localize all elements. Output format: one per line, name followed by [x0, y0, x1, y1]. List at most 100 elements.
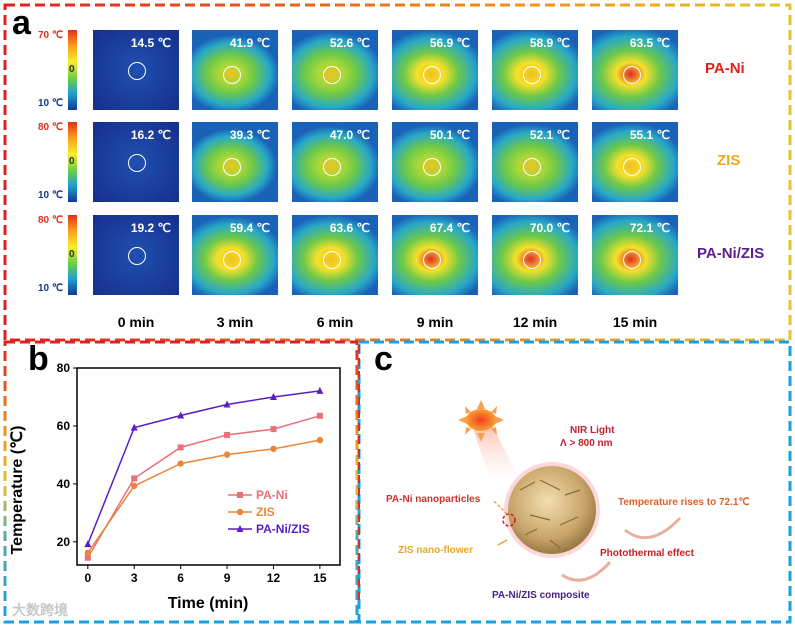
temperature-readout: 63.5 ℃ [629, 36, 670, 50]
thermal-image: 47.0 ℃ [292, 122, 378, 202]
data-point [237, 492, 243, 498]
x-tick-label: 12 [267, 571, 281, 585]
thermal-image: 19.2 ℃ [93, 215, 179, 295]
legend-label: PA-Ni/ZIS [256, 522, 310, 536]
nanoparticle-highlight [502, 513, 516, 527]
thermal-image: 55.1 ℃ [592, 122, 678, 202]
data-point [130, 423, 138, 431]
legend-label: PA-Ni [256, 488, 288, 502]
data-point [177, 460, 184, 467]
time-label: 15 min [612, 314, 658, 330]
data-point [177, 444, 184, 451]
temperature-readout: 52.1 ℃ [529, 128, 570, 142]
temperature-readout: 16.2 ℃ [130, 128, 171, 142]
thermal-image: 58.9 ℃ [492, 30, 578, 110]
thermal-image: 70.0 ℃ [492, 215, 578, 295]
thermal-image: 67.4 ℃ [392, 215, 478, 295]
measurement-point-marker [128, 62, 146, 80]
measurement-point-marker [622, 251, 641, 269]
measurement-point-marker [622, 66, 641, 84]
sun-icon [458, 400, 504, 442]
y-tick-label: 80 [57, 361, 71, 375]
thermal-image: 52.1 ℃ [492, 122, 578, 202]
color-scale-bar [68, 215, 77, 295]
measurement-point-marker [322, 251, 341, 269]
data-point [236, 525, 244, 532]
row-label: PA-Ni/ZIS [697, 245, 765, 262]
data-point [223, 400, 231, 408]
thermal-image: 59.4 ℃ [192, 215, 278, 295]
temperature-readout: 63.6 ℃ [329, 221, 370, 235]
panel-c-label: c [374, 340, 393, 378]
temperature-readout: 59.4 ℃ [229, 221, 270, 235]
arrow-icon [624, 516, 682, 540]
time-label: 9 min [416, 314, 454, 330]
measurement-point-marker [222, 251, 241, 269]
measurement-point-marker [322, 158, 341, 176]
temperature-chart: Temperature (℃) Time (min) 0 3 6 9 12 15 20 40 6… [9, 361, 341, 612]
time-label: 3 min [216, 314, 254, 330]
data-point [316, 386, 324, 394]
temperature-readout: 47.0 ℃ [329, 128, 370, 142]
x-tick-label: 9 [224, 571, 231, 585]
color-scale-scale-mid: 0 [69, 64, 75, 75]
photothermal-diagram: NIR Light Λ > 800 nm PA-Ni nanoparticles… [386, 400, 750, 601]
light-beam [472, 425, 520, 480]
measurement-point-marker [422, 251, 441, 269]
temperature-readout: 14.5 ℃ [130, 36, 171, 50]
color-scale-scale-min: 10 ℃ [38, 283, 64, 294]
data-point [84, 549, 92, 557]
legend-label: ZIS [256, 505, 275, 519]
composite-label: PA-Ni/ZIS composite [492, 590, 590, 601]
time-label: 0 min [117, 314, 155, 330]
data-point [316, 436, 324, 444]
panel-a-label: a [12, 4, 31, 42]
thermal-image: 39.3 ℃ [192, 122, 278, 202]
measurement-point-marker [222, 66, 241, 84]
temperature-readout: 50.1 ℃ [429, 128, 470, 142]
data-point [131, 482, 138, 490]
temperature-rise-label: Temperature rises to 72.1℃ [618, 497, 750, 508]
y-tick-label: 60 [57, 419, 71, 433]
measurement-point-marker [322, 66, 341, 84]
temperature-readout: 67.4 ℃ [429, 221, 470, 235]
measurement-point-marker [422, 66, 441, 84]
measurement-point-marker [622, 158, 641, 176]
color-scale-scale-max: 80 ℃ [38, 122, 64, 133]
pa-ni-nanoparticles-label: PA-Ni nanoparticles [386, 494, 481, 505]
photothermal-effect-label: Photothermal effect [600, 548, 695, 559]
series-line-zis [87, 439, 321, 554]
nir-light-label: NIR Light [570, 425, 615, 436]
plot-frame [76, 367, 341, 566]
color-scale-scale-max: 80 ℃ [38, 215, 64, 226]
data-point [270, 445, 277, 453]
temperature-readout: 56.9 ℃ [429, 36, 470, 50]
thermal-image: 41.9 ℃ [192, 30, 278, 110]
temperature-readout: 58.9 ℃ [529, 36, 570, 50]
data-point [316, 412, 323, 419]
data-point [84, 540, 92, 548]
y-tick-label: 40 [57, 477, 71, 491]
thermal-image: 63.6 ℃ [292, 215, 378, 295]
temperature-readout: 41.9 ℃ [229, 36, 270, 50]
color-scale-scale-max: 70 ℃ [38, 30, 64, 41]
measurement-point-marker [522, 251, 541, 269]
data-point [270, 426, 277, 433]
x-tick-label: 6 [177, 571, 184, 585]
measurement-point-marker [222, 158, 241, 176]
x-tick-label: 0 [84, 571, 91, 585]
arrow-icon [561, 561, 612, 582]
time-label: 12 min [512, 314, 558, 330]
row-label: PA-Ni [705, 60, 745, 77]
thermal-image: 63.5 ℃ [592, 30, 678, 110]
temperature-readout: 52.6 ℃ [329, 36, 370, 50]
temperature-readout: 70.0 ℃ [529, 221, 570, 235]
thermal-image: 16.2 ℃ [93, 122, 179, 202]
zis-nanoflower-label: ZIS nano-flower [398, 545, 473, 556]
data-point [223, 451, 231, 458]
data-point [269, 392, 277, 400]
data-point [84, 554, 91, 561]
panel-b-label: b [28, 340, 49, 378]
data-point [177, 411, 185, 419]
